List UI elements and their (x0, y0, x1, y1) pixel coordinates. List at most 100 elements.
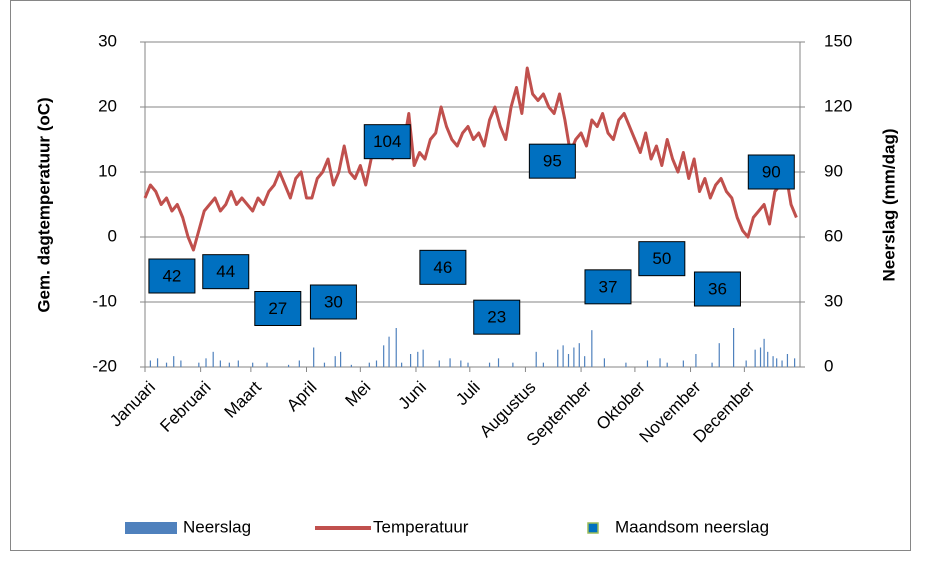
precip-bar (772, 356, 774, 367)
precip-bar (659, 358, 661, 367)
precip-bar (198, 362, 200, 367)
y2-tick-label: 90 (824, 161, 843, 180)
y-tick-label: 10 (98, 161, 117, 180)
precip-bar (438, 360, 440, 367)
precip-bar (409, 354, 412, 367)
month-sum-box (747, 154, 795, 190)
y-axis-label: Gem. dagtemperatuur (oC) (34, 97, 53, 312)
y2-tick-label: 0 (824, 356, 833, 375)
month-sum-label: 30 (324, 292, 343, 311)
precip-bar (776, 358, 778, 367)
precip-bar (512, 362, 514, 367)
month-sum-box (148, 258, 196, 294)
precip-bar (759, 347, 762, 367)
precip-bar (287, 364, 290, 367)
precip-bar (340, 351, 342, 367)
precip-bar (422, 349, 424, 367)
legend-label: Maandsom neerslag (615, 517, 769, 536)
month-sum-label: 46 (433, 258, 452, 277)
precip-bar (781, 360, 783, 367)
legend-label: Temperatuur (373, 517, 469, 536)
precip-bar (180, 360, 182, 367)
y2-tick-label: 30 (824, 291, 843, 310)
precip-bar (205, 358, 207, 367)
month-sum-label: 42 (162, 266, 181, 285)
precip-bar (666, 362, 668, 367)
precip-bar (591, 330, 593, 367)
precip-bar (711, 362, 713, 367)
month-sum-box (693, 271, 741, 307)
precip-bar (767, 351, 769, 367)
precip-bar (156, 358, 159, 367)
month-sum-box (309, 284, 357, 320)
precip-bar (323, 362, 326, 367)
y2-axis-label: Neerslag (mm/dag) (879, 128, 898, 281)
precip-bar (228, 362, 230, 367)
legend-swatch (125, 522, 177, 534)
month-sum-label: 36 (708, 279, 727, 298)
precip-bar (557, 349, 559, 367)
y2-tick-label: 150 (824, 31, 852, 50)
legend-swatch (587, 522, 599, 534)
month-sum-label: 90 (762, 162, 781, 181)
precip-bar (149, 360, 151, 367)
month-sum-box (584, 269, 632, 305)
precip-bar (794, 358, 796, 367)
precip-bar (401, 362, 403, 367)
precip-bar (237, 360, 239, 367)
precip-bar (449, 358, 451, 367)
precip-bar (417, 351, 419, 367)
precip-bar (603, 358, 605, 367)
precip-bar (488, 362, 491, 367)
precip-bar (219, 360, 221, 367)
precip-bar (733, 328, 735, 367)
y2-tick-label: 120 (824, 96, 852, 115)
month-sum-label: 50 (652, 249, 671, 268)
month-sum-label: 37 (599, 277, 618, 296)
precip-bar (535, 351, 537, 367)
precip-bar (212, 351, 214, 367)
precip-bar (754, 349, 756, 367)
precip-bar (467, 362, 469, 367)
month-sum-label: 44 (216, 262, 235, 281)
month-sum-box (363, 124, 411, 160)
precip-bar (573, 347, 575, 367)
y-tick-label: 0 (108, 226, 117, 245)
precip-bar (497, 358, 500, 367)
temperature-line (143, 66, 798, 252)
precip-bar (388, 336, 390, 367)
month-sum-box (528, 143, 576, 179)
precip-bar (395, 328, 397, 367)
precip-bar (350, 364, 352, 367)
precip-bar (313, 347, 315, 367)
precip-bar (383, 345, 385, 367)
month-sum-box (202, 254, 250, 290)
legend-label: Neerslag (183, 517, 251, 536)
precip-bar (578, 343, 580, 367)
precip-bar (542, 362, 544, 367)
precip-bar (266, 362, 268, 367)
precip-bar (682, 360, 684, 367)
month-sum-box (638, 241, 686, 277)
month-sum-label: 95 (543, 152, 562, 171)
month-sum-box (473, 299, 521, 335)
precip-bar (695, 354, 697, 367)
month-sum-box (254, 291, 302, 326)
precip-bar (786, 354, 789, 367)
precip-bar (368, 362, 370, 367)
y-tick-label: 30 (98, 31, 117, 50)
y-tick-label: -20 (92, 356, 117, 375)
precip-bar (745, 360, 747, 367)
y-tick-label: -10 (92, 291, 117, 310)
precip-bar (625, 362, 627, 367)
precip-bar (375, 360, 378, 367)
month-sum-label: 104 (373, 132, 401, 151)
precip-bar (646, 360, 649, 367)
precip-bar (334, 356, 336, 367)
precip-bar (562, 345, 564, 367)
month-sum-label: 23 (487, 308, 506, 327)
precip-bar (718, 343, 720, 367)
precip-bar (165, 362, 168, 367)
precip-bar (252, 362, 254, 367)
